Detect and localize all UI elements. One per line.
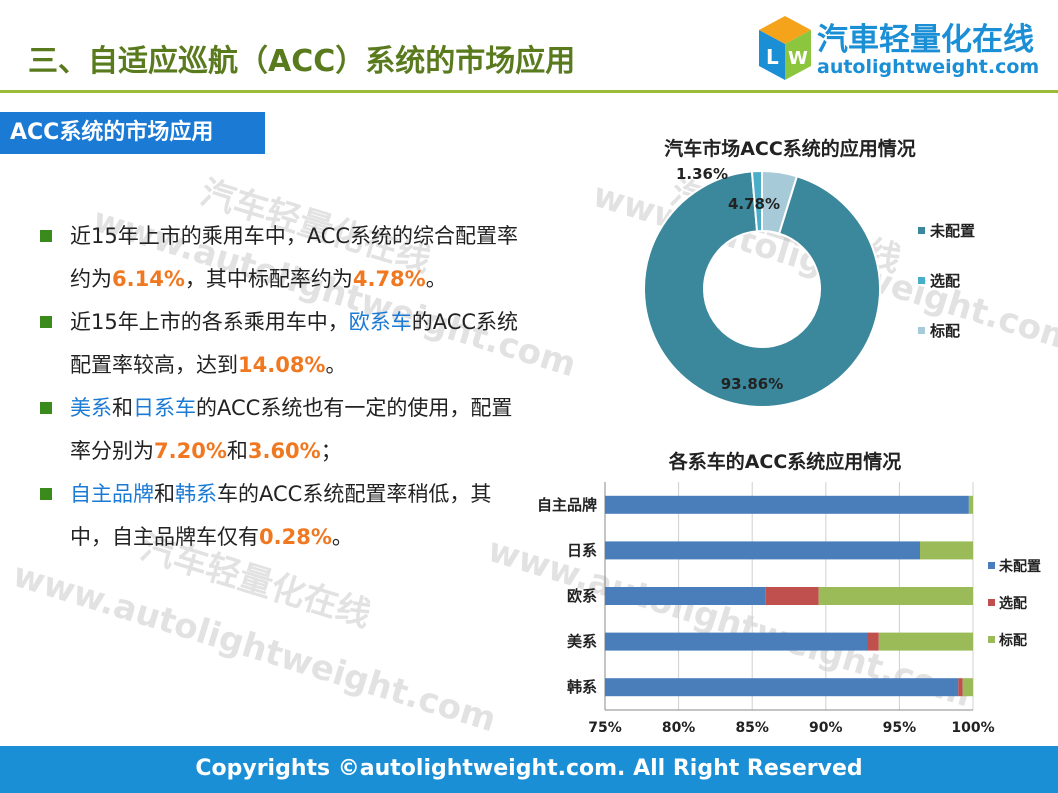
- bar-segment-未配置: [605, 632, 868, 651]
- highlight-percentage: 7.20%: [154, 439, 227, 463]
- bar-segment-标配: [962, 678, 973, 697]
- legend-swatch: [918, 227, 925, 234]
- highlight-percentage: 6.14%: [112, 267, 185, 291]
- highlight-percentage: 4.78%: [352, 267, 426, 291]
- svg-text:W: W: [788, 48, 808, 69]
- legend-label: 选配: [999, 595, 1027, 612]
- bullet-text: 和: [226, 439, 248, 463]
- pie-chart-title: 汽车市场ACC系统的应用情况: [664, 137, 916, 160]
- bullet-text: 近15年上市的乘用车中，ACC系统的综合配置率约为: [70, 224, 519, 291]
- logo-english-text: autolightweight.com: [817, 56, 1040, 78]
- category-label: 欧系: [567, 587, 597, 605]
- legend-swatch: [988, 636, 995, 643]
- title-divider: [0, 90, 1058, 93]
- bullet-text: 的ACC系统配置率较高，达到: [70, 310, 519, 377]
- highlight-percentage: 14.08%: [238, 353, 326, 377]
- legend-swatch: [988, 599, 995, 606]
- bullet-item: 自主品牌和韩系车的ACC系统配置率稍低，其中，自主品牌车仅有0.28%。: [40, 473, 520, 559]
- highlight-percentage: 0.28%: [259, 525, 332, 549]
- bar-chart-title: 各系车的ACC系统应用情况: [668, 450, 902, 473]
- pie-slice-选配: [750, 169, 763, 233]
- logo-chinese-text: 汽車轻量化在线: [817, 22, 1034, 58]
- section-tag: ACC系统的市场应用: [0, 112, 265, 154]
- pie-slice-未配置: [643, 170, 881, 408]
- bullet-text: 。: [425, 267, 447, 291]
- bar-segment-选配: [765, 587, 819, 605]
- category-label: 自主品牌: [537, 496, 597, 514]
- bullet-square-icon: [40, 402, 52, 414]
- x-tick-label: 80%: [662, 720, 696, 736]
- bullet-square-icon: [40, 230, 52, 242]
- x-tick-label: 75%: [588, 720, 622, 736]
- footer-bar: Copyrights ©autolightweight.com. All Rig…: [0, 746, 1058, 793]
- bullet-text: 和: [112, 396, 133, 420]
- pie-data-label: 93.86%: [721, 375, 783, 393]
- bullet-list: 近15年上市的乘用车中，ACC系统的综合配置率约为6.14%，其中标配率约为4.…: [40, 215, 520, 559]
- highlight-percentage: 3.60%: [247, 439, 321, 463]
- bar-segment-未配置: [605, 541, 921, 560]
- bullet-item: 美系和日系车的ACC系统也有一定的使用，配置率分别为7.20%和3.60%；: [40, 387, 520, 473]
- bullet-text: 。: [325, 353, 347, 377]
- bar-segment-选配: [867, 632, 879, 651]
- bullet-text: 。: [331, 525, 353, 549]
- bullet-item: 近15年上市的乘用车中，ACC系统的综合配置率约为6.14%，其中标配率约为4.…: [40, 215, 520, 301]
- logo-cube-icon: L W: [759, 16, 811, 80]
- highlight-term: 欧系车: [348, 310, 412, 334]
- bullet-square-icon: [40, 316, 52, 328]
- legend-swatch: [988, 562, 995, 569]
- legend-label: 标配: [998, 632, 1027, 649]
- x-tick-label: 100%: [951, 720, 994, 736]
- bullet-text: ，其中标配率约为: [184, 267, 353, 291]
- highlight-term: 自主品牌: [70, 482, 154, 506]
- bar-segment-未配置: [605, 495, 969, 514]
- brand-logo: L W 汽車轻量化在线 autolightweight.com: [755, 10, 1055, 88]
- x-tick-label: 85%: [735, 720, 769, 736]
- pie-data-label: 4.78%: [728, 195, 780, 213]
- category-label: 日系: [567, 541, 597, 559]
- bullet-square-icon: [40, 488, 52, 500]
- highlight-term: 日系车: [133, 396, 196, 420]
- bar-segment-标配: [878, 632, 973, 651]
- bullet-text: 的ACC系统也有一定的使用，配置率分别为: [70, 396, 513, 463]
- bullet-text: 车的ACC系统配置率稍低，其中，自主品牌车仅有: [70, 482, 492, 549]
- bar-segment-标配: [920, 541, 973, 560]
- bullet-text: ；: [320, 439, 342, 463]
- category-label: 美系: [567, 633, 597, 651]
- x-tick-label: 90%: [809, 720, 843, 736]
- category-label: 韩系: [567, 678, 597, 696]
- bar-segment-标配: [818, 587, 973, 605]
- page-title: 三、自适应巡航（ACC）系统的市场应用: [28, 44, 576, 79]
- bullet-text: 近15年上市的各系乘用车中，: [70, 310, 349, 334]
- copyright-text: Copyrights ©autolightweight.com. All Rig…: [195, 756, 863, 781]
- legend-label: 未配置: [999, 558, 1041, 575]
- legend-swatch: [918, 277, 925, 284]
- legend-label: 选配: [930, 272, 960, 290]
- bar-segment-标配: [968, 495, 973, 514]
- bullet-item: 近15年上市的各系乘用车中，欧系车的ACC系统配置率较高，达到14.08%。: [40, 301, 520, 387]
- pie-data-label: 1.36%: [676, 165, 728, 183]
- legend-label: 未配置: [929, 222, 975, 240]
- highlight-term: 美系: [70, 396, 112, 420]
- bar-segment-未配置: [605, 678, 959, 697]
- bar-segment-选配: [958, 678, 963, 697]
- highlight-term: 韩系: [175, 482, 217, 506]
- legend-label: 标配: [929, 322, 960, 340]
- legend-swatch: [918, 327, 925, 334]
- x-tick-label: 95%: [883, 720, 917, 736]
- svg-text:L: L: [766, 45, 779, 69]
- bar-segment-未配置: [605, 587, 766, 605]
- bullet-text: 和: [154, 482, 175, 506]
